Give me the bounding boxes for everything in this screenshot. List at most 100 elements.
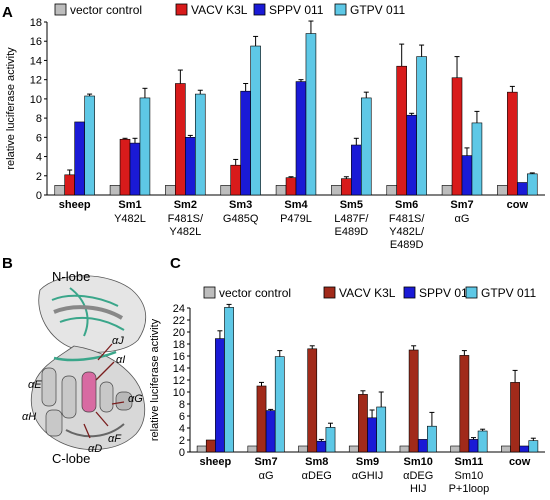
bar-gtpv-011: [250, 45, 261, 196]
category-label: Sm5: [340, 199, 363, 211]
category-label: sheep: [199, 456, 231, 468]
helix-g-label: αG: [128, 393, 143, 405]
y-tick-label: 6: [179, 411, 185, 423]
legend-label: SPPV 011: [419, 286, 474, 300]
legend-a: vector control VACV K3L SPPV 011 GTPV 011: [54, 3, 405, 17]
helix-j-label: αJ: [112, 335, 124, 347]
panel-c-letter: C: [170, 255, 181, 272]
bar-vacv-k3l: [507, 91, 518, 196]
bar-sppv-011: [295, 81, 307, 196]
category-sublabel: αDEG: [302, 470, 332, 482]
bar-vacv-k3l: [285, 177, 297, 196]
helix-h-label: αH: [22, 411, 36, 423]
y-tick-label: 16: [30, 36, 42, 48]
category-label: Sm2: [174, 199, 197, 211]
y-tick-label: 10: [30, 94, 42, 106]
category-sublabel: Y482L: [169, 226, 201, 238]
bar-vector-control: [386, 185, 398, 196]
y-tick-label: 20: [173, 327, 185, 339]
category-sublabel: F481S/: [389, 213, 425, 225]
bar-sppv-011: [468, 439, 479, 453]
bar-vacv-k3l: [408, 349, 419, 453]
y-tick-label: 14: [173, 363, 185, 375]
bar-vacv-k3l: [230, 164, 241, 196]
panel-a-letter: A: [2, 4, 13, 21]
legend-swatch: [465, 286, 478, 299]
legend-label: VACV K3L: [339, 286, 396, 300]
bar-sppv-011: [316, 440, 327, 453]
bar-gtpv-011: [305, 33, 317, 196]
bar-gtpv-011: [376, 406, 387, 453]
bar-vacv-k3l: [307, 348, 318, 453]
helix-f-label: αF: [108, 433, 122, 445]
legend-c: vector control VACV K3L SPPV 011 GTPV 011: [203, 286, 536, 300]
y-tick-label: 24: [173, 303, 185, 315]
y-tick-label: 8: [179, 399, 185, 411]
bar-vacv-k3l: [459, 355, 470, 453]
y-tick-label: 0: [36, 190, 42, 202]
bar-sppv-011: [265, 410, 276, 453]
panel-b: B N-lobe C-lobe αJ αI αE αG αH αF α: [2, 255, 146, 466]
y-tick-label: 12: [173, 375, 185, 387]
category-label: Sm3: [229, 199, 252, 211]
legend-label: SPPV 011: [269, 3, 324, 17]
bar-vector-control: [275, 185, 287, 196]
bar-vacv-k3l: [119, 138, 131, 196]
legend-label: vector control: [70, 3, 142, 17]
legend-swatch: [253, 3, 266, 16]
legend-label: vector control: [219, 286, 291, 300]
y-tick-label: 22: [173, 315, 185, 327]
legend-swatch: [203, 286, 216, 299]
legend-label: VACV K3L: [191, 3, 248, 17]
bar-gtpv-011: [360, 97, 372, 196]
bar-sppv-011: [215, 338, 225, 453]
category-sublabel: E489D: [390, 239, 424, 251]
bar-vector-control: [501, 445, 511, 453]
category-label: Sm10: [404, 456, 433, 468]
category-sublabel: P+1loop: [449, 483, 490, 495]
bar-gtpv-011: [274, 356, 285, 453]
category-label: Sm11: [455, 456, 484, 468]
n-lobe-label: N-lobe: [52, 269, 90, 284]
y-tick-label: 2: [179, 435, 185, 447]
helix-e-label: αE: [28, 379, 42, 391]
bar-gtpv-011: [194, 93, 206, 196]
legend-label: GTPV 011: [350, 3, 405, 17]
y-tick-label: 10: [173, 387, 185, 399]
bar-gtpv-011: [224, 307, 234, 453]
legend-swatch: [323, 286, 336, 299]
category-sublabel: P479L: [280, 213, 312, 225]
y-tick-label: 4: [179, 423, 185, 435]
y-tick-label: 8: [36, 113, 42, 125]
plot-area-a: 0 2 4 6 8 10 12 14 16 18 sheep Sm1 Y482L Sm2 F481S/Y48…: [30, 17, 545, 251]
bar-vector-control: [298, 445, 308, 453]
category-label: sheep: [59, 199, 91, 211]
bar-vector-control: [450, 445, 461, 453]
y-tick-label: 18: [30, 17, 42, 29]
bar-gtpv-011: [471, 122, 483, 196]
y-axis-title-a: relative luciferase activity: [5, 47, 17, 170]
panel-b-letter: B: [2, 255, 13, 272]
category-sublabel: αDEG: [403, 470, 433, 482]
category-sublabel: Y482L: [114, 213, 146, 225]
bar-vacv-k3l: [64, 174, 75, 196]
bar-sppv-011: [519, 445, 530, 453]
panel-c: C vector control VACV K3L SPPV 011 GTPV 011…: [149, 255, 545, 495]
bar-vacv-k3l: [256, 385, 267, 453]
bar-sppv-011: [417, 439, 428, 453]
bar-gtpv-011: [526, 173, 538, 196]
bar-sppv-011: [517, 182, 528, 196]
bar-gtpv-011: [139, 97, 151, 196]
bar-vector-control: [196, 445, 207, 453]
bar-vector-control: [220, 185, 232, 196]
category-label: Sm6: [395, 199, 418, 211]
y-axis-title-c: relative luciferase activity: [149, 318, 161, 441]
y-tick-label: 0: [179, 447, 185, 459]
legend-swatch: [334, 3, 347, 16]
category-sublabel: αG: [455, 213, 470, 225]
bar-sppv-011: [240, 90, 251, 196]
bar-gtpv-011: [477, 430, 488, 453]
category-label: Sm9: [356, 456, 379, 468]
bar-vector-control: [497, 185, 508, 196]
